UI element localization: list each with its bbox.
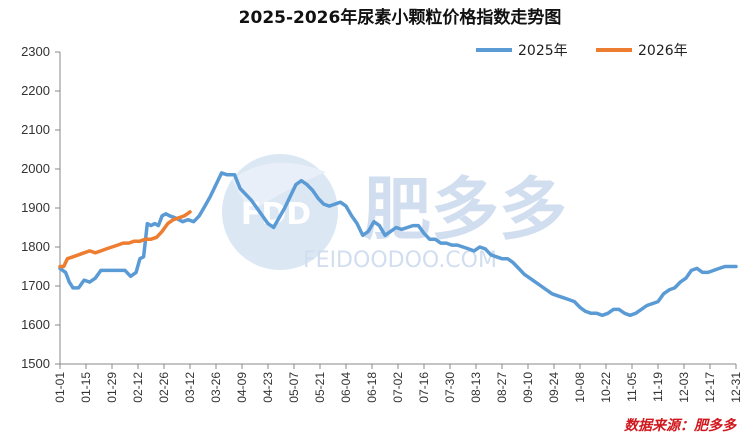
x-tick-label: 08-13 bbox=[469, 372, 483, 403]
series-line-2026 bbox=[58, 210, 192, 269]
x-tick-label: 04-09 bbox=[235, 372, 249, 403]
source-label: 数据来源：肥多多 bbox=[624, 417, 737, 434]
x-tick-label: 12-03 bbox=[677, 372, 691, 403]
watermark-leaf-icon bbox=[232, 162, 326, 212]
y-tick-label: 1900 bbox=[21, 200, 50, 215]
x-tick-label: 07-30 bbox=[443, 372, 457, 403]
x-tick-label: 11-05 bbox=[625, 372, 639, 402]
x-tick-label: 06-18 bbox=[365, 372, 379, 403]
x-tick-label: 04-23 bbox=[261, 372, 275, 403]
y-axis: 1500 1600 1700 1800 1900 2000 2100 2200 2300 bbox=[21, 44, 61, 371]
watermark-logo: FDD 肥多多 FEIDOODOO.COM bbox=[222, 154, 567, 273]
x-tick-label: 09-24 bbox=[547, 372, 561, 403]
x-tick-label: 09-10 bbox=[521, 372, 535, 403]
legend: 2025年 2026年 bbox=[476, 43, 688, 59]
series-line-2025 bbox=[58, 171, 738, 318]
legend-label-2025: 2025年 bbox=[518, 43, 568, 59]
x-tick-label: 05-07 bbox=[287, 372, 301, 403]
series-layer bbox=[58, 171, 738, 318]
y-tick-label: 1700 bbox=[21, 278, 50, 293]
y-tick-label: 2300 bbox=[21, 44, 50, 59]
x-axis: 01-01 01-15 01-29 02-12 02-26 03-12 03-26 04-09… bbox=[53, 363, 743, 403]
x-tick-label: 07-02 bbox=[391, 372, 405, 403]
x-tick-label: 07-16 bbox=[417, 372, 431, 403]
x-tick-label: 12-17 bbox=[703, 372, 717, 403]
x-tick-label: 01-01 bbox=[53, 372, 67, 403]
x-tick-label: 01-15 bbox=[79, 372, 93, 403]
y-tick-label: 2200 bbox=[21, 83, 50, 98]
x-tick-label: 03-12 bbox=[183, 372, 197, 403]
x-tick-label: 05-21 bbox=[313, 372, 327, 403]
x-tick-label: 10-08 bbox=[573, 372, 587, 403]
watermark-circle-icon bbox=[222, 154, 338, 270]
x-tick-label: 03-26 bbox=[209, 372, 223, 403]
x-tick-label: 02-26 bbox=[157, 372, 171, 403]
watermark-domain: FEIDOODOO.COM bbox=[303, 248, 497, 273]
x-tick-label: 01-29 bbox=[105, 372, 119, 403]
y-tick-label: 1600 bbox=[21, 317, 50, 332]
chart-title: 2025-2026年尿素小颗粒价格指数走势图 bbox=[239, 7, 562, 28]
legend-label-2026: 2026年 bbox=[638, 43, 688, 59]
x-tick-label: 12-31 bbox=[729, 372, 743, 403]
x-tick-label: 10-22 bbox=[599, 372, 613, 403]
x-tick-label: 08-27 bbox=[495, 372, 509, 403]
x-tick-label: 06-04 bbox=[339, 372, 353, 403]
y-tick-label: 1800 bbox=[21, 239, 50, 254]
y-tick-label: 2100 bbox=[21, 122, 50, 137]
y-tick-label: 2000 bbox=[21, 161, 50, 176]
watermark-brand: 肥多多 bbox=[363, 171, 567, 250]
y-tick-label: 1500 bbox=[21, 356, 50, 371]
x-tick-label: 02-12 bbox=[131, 372, 145, 403]
x-tick-label: 11-19 bbox=[651, 372, 665, 402]
